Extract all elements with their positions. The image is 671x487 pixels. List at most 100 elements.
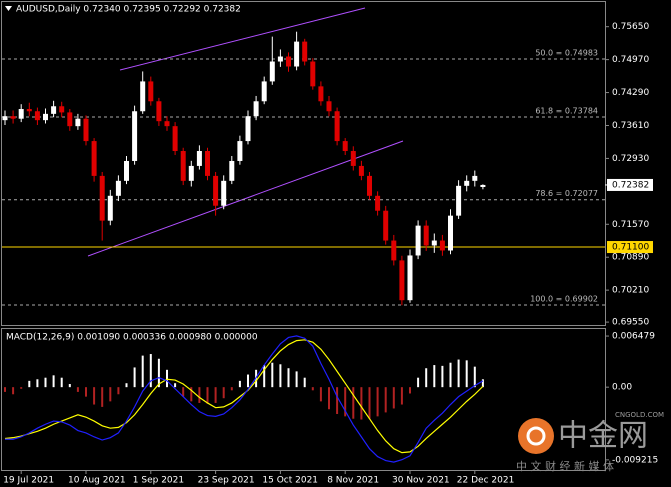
candle-body [237, 141, 243, 161]
histogram-bar [263, 365, 266, 388]
candle-body [261, 81, 267, 102]
histogram-bar [125, 383, 128, 388]
histogram-bar [222, 387, 225, 399]
histogram-bar [157, 358, 160, 388]
histogram-bar [433, 365, 436, 388]
level-label: 100.0 = 0.69902 [530, 295, 598, 304]
candle-body [253, 101, 259, 117]
candle-body [407, 255, 413, 301]
menu-arrow [5, 6, 12, 11]
candle-body [10, 116, 16, 119]
candle-body [124, 160, 129, 181]
y-tick-label: 0.006479 [612, 332, 655, 342]
price-box [607, 178, 653, 191]
histogram-bar [20, 387, 23, 389]
histogram-bar [68, 384, 71, 388]
candle-body [277, 56, 283, 62]
y-tick-label: 0.74970 [612, 55, 649, 65]
level-label: 50.0 = 0.74983 [535, 48, 598, 57]
histogram-bar [4, 387, 6, 392]
histogram-bar [76, 387, 79, 392]
candle-body [213, 175, 219, 206]
candle-body [156, 101, 162, 122]
histogram-bar [449, 362, 452, 388]
histogram-bar [12, 387, 15, 395]
price-box-label: 0.71100 [612, 243, 649, 253]
histogram-bar [465, 360, 468, 388]
histogram-bar [279, 364, 282, 388]
candle-body [196, 151, 202, 166]
watermark-site: CNGOLD.COM [615, 411, 664, 419]
histogram-bar [441, 365, 444, 388]
histogram-bar [457, 359, 460, 388]
candle-body [334, 111, 340, 142]
x-tick-label: 10 Aug 2021 [68, 476, 126, 486]
candle-body [107, 195, 113, 221]
histogram-bar [344, 387, 347, 417]
candle-body [318, 86, 324, 102]
histogram-bar [303, 377, 306, 388]
histogram-bar [328, 387, 330, 410]
y-tick-label: 0.69550 [612, 318, 649, 328]
histogram-bar [336, 387, 339, 414]
candle-body [269, 61, 275, 82]
candle-body [140, 81, 146, 112]
candle-body [375, 195, 381, 211]
macd-title: MACD(12,26,9) 0.001090 0.000336 0.000980… [6, 333, 258, 343]
macd-line [4, 339, 484, 454]
candle-body [59, 106, 65, 113]
candle-body [205, 151, 210, 176]
histogram-bar [214, 387, 217, 403]
histogram-bar [101, 387, 104, 407]
y-tick-label: 0.74290 [612, 88, 649, 98]
logo-mark [526, 426, 546, 446]
candle-body [83, 118, 89, 142]
candle-body [383, 210, 389, 241]
x-tick-label: 1 Sep 2021 [133, 476, 184, 486]
candle-body [34, 111, 40, 121]
histogram-bar [44, 377, 47, 388]
candle-body [51, 106, 57, 114]
candle-body [399, 260, 405, 301]
histogram-bar [85, 387, 87, 397]
channel-line [87, 140, 404, 257]
histogram-bar [392, 387, 395, 409]
x-tick-label: 30 Nov 2021 [392, 476, 450, 486]
level-label: 78.6 = 0.72077 [535, 189, 598, 198]
histogram-bar [230, 387, 233, 391]
x-tick-label: 15 Oct 2021 [262, 476, 318, 486]
candle-body [26, 109, 32, 112]
chart-title: AUDUSD,Daily 0.72340 0.72395 0.72292 0.7… [16, 5, 241, 15]
y-tick-label: 0.73610 [612, 121, 649, 131]
candle-body [448, 215, 453, 251]
candle-body [67, 112, 73, 127]
price-box [607, 241, 653, 254]
histogram-bar [417, 377, 420, 388]
candle-body [18, 109, 24, 119]
histogram-bar [190, 387, 193, 402]
candle-body [180, 151, 186, 181]
histogram-bar [368, 387, 371, 419]
histogram-bar [198, 387, 201, 403]
histogram-bar [206, 387, 209, 404]
price-box-label: 0.72382 [612, 180, 649, 190]
candle-body [310, 61, 316, 87]
histogram-bar [149, 354, 152, 388]
histogram-bar [384, 387, 387, 413]
candle-body [188, 165, 194, 181]
channel-line [119, 7, 366, 71]
candle-body [464, 180, 470, 186]
histogram-bar [182, 387, 185, 397]
histogram-bar [247, 374, 249, 388]
candle-body [245, 116, 251, 142]
candle-body [480, 184, 486, 187]
x-tick-label: 19 Jul 2021 [3, 476, 54, 486]
x-tick-label: 23 Sep 2021 [198, 476, 255, 486]
macd-pane [1, 328, 606, 471]
histogram-bar [400, 387, 403, 405]
y-tick-label: 0.71570 [612, 220, 649, 230]
y-tick-label: 0.72930 [612, 154, 649, 164]
histogram-bar [93, 387, 96, 405]
histogram-bar [360, 387, 363, 420]
